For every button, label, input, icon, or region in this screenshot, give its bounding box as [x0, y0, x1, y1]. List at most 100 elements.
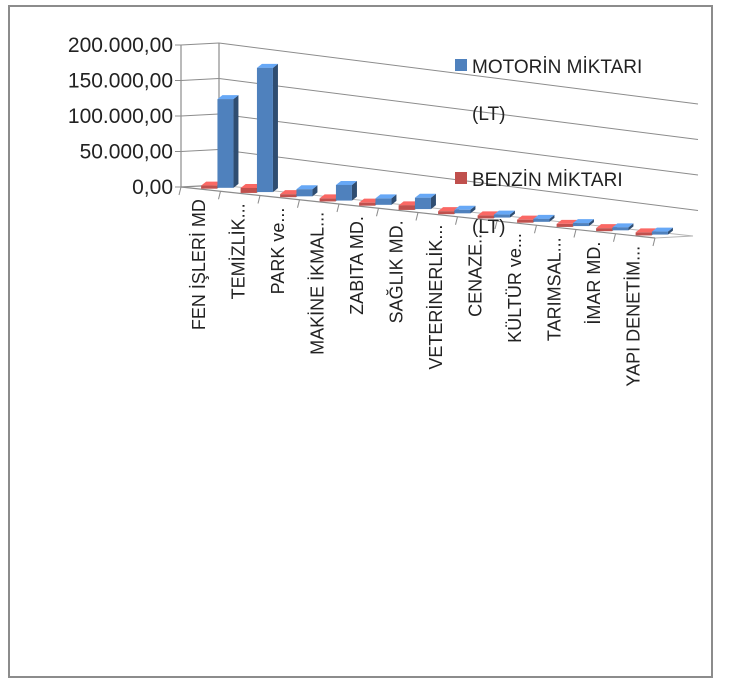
gridline-side — [180, 42, 220, 46]
gridline — [218, 78, 699, 140]
x-tick-mark — [613, 233, 616, 242]
x-tick-label: KÜLTÜR ve... — [505, 233, 525, 343]
legend-swatch — [455, 59, 467, 71]
x-tick-label: TARIMSAL... — [544, 237, 564, 341]
bar-series-2-top — [596, 224, 618, 229]
bar-series-1-top — [256, 63, 278, 68]
bar-series-2-top — [517, 215, 539, 220]
legend-label: MOTORİN MİKTARI — [472, 57, 642, 78]
bar-series-2 — [359, 202, 376, 206]
legend-label: BENZİN MİKTARI — [472, 170, 623, 191]
bar-series-2 — [438, 211, 455, 215]
x-tick-mark — [573, 229, 577, 238]
floor-right-edge — [654, 235, 694, 239]
bar-series-2-top — [635, 228, 657, 233]
bar-series-2 — [556, 223, 573, 227]
bar-series-1-top — [296, 185, 318, 190]
x-tick-mark — [297, 199, 300, 208]
bar-series-1 — [375, 198, 392, 205]
bar-series-1 — [256, 67, 273, 193]
gridline-side — [180, 113, 220, 117]
gridline-side — [180, 149, 220, 152]
bar-series-2-top — [319, 194, 341, 199]
bar-series-2 — [201, 185, 218, 189]
x-tick-label: PARK ve... — [268, 208, 288, 295]
bar-series-1-side — [312, 185, 318, 197]
bar-series-1-top — [335, 180, 357, 185]
bar-series-2 — [398, 205, 415, 210]
bar-series-1-side — [549, 214, 555, 222]
x-tick-label: VETERİNERLİK... — [426, 225, 446, 370]
x-tick-mark — [415, 212, 419, 221]
bar-series-1-top — [572, 219, 594, 224]
bar-series-2-top — [280, 190, 302, 195]
bar-series-2-top — [398, 201, 420, 206]
x-tick-mark — [376, 208, 379, 217]
x-tick-mark — [257, 195, 261, 204]
y-tick-label: 50.000,00 — [80, 141, 173, 164]
bar-series-1-side — [509, 210, 515, 218]
bar-series-1-top — [612, 223, 634, 228]
bar-series-1 — [335, 184, 352, 201]
bar-series-1 — [493, 214, 510, 218]
bar-series-1 — [651, 231, 668, 235]
x-tick-label: TEMİZLİK... — [228, 203, 248, 299]
legend-label: (LT) — [472, 217, 505, 238]
bar-series-2-top — [556, 219, 578, 224]
bar-series-2 — [635, 232, 652, 236]
bar-series-2 — [319, 198, 336, 202]
x-tick-label: CENAZE... — [465, 229, 485, 317]
x-tick-mark — [494, 220, 498, 230]
x-tick-label: FEN İŞLERİ MD — [189, 199, 209, 330]
bar-series-1 — [217, 99, 234, 188]
gridline — [218, 113, 699, 176]
bar-series-2 — [280, 194, 297, 198]
bar-series-2-top — [359, 198, 381, 203]
x-tick-label: YAPI DENETİM... — [623, 246, 643, 387]
bar-series-1-top — [454, 205, 476, 210]
bar-series-1-side — [272, 63, 278, 193]
bar-series-2 — [596, 228, 613, 232]
y-tick-label: 150.000,00 — [68, 70, 173, 93]
bar-series-1-top — [533, 214, 555, 219]
x-tick-label: MAKİNE İKMAL... — [307, 212, 327, 355]
bar-series-2-top — [240, 183, 262, 188]
bar-series-1-side — [391, 194, 397, 205]
bar-series-1-side — [628, 223, 634, 231]
x-tick-label: İMAR MD. — [584, 242, 604, 325]
bar-series-2-top — [477, 211, 499, 216]
chart-frame — [8, 5, 713, 678]
bar-series-2 — [477, 215, 494, 219]
x-tick-label: ZABITA MD. — [347, 216, 367, 315]
x-tick-mark — [218, 191, 221, 200]
y-tick-label: 0,00 — [132, 176, 173, 199]
bar-series-1-top — [414, 193, 436, 198]
x-tick-mark — [336, 203, 340, 213]
y-tick-label: 100.000,00 — [68, 105, 173, 128]
gridline — [218, 42, 699, 105]
bar-series-1 — [612, 227, 629, 231]
bar-series-1 — [572, 223, 589, 227]
bar-series-1 — [533, 218, 550, 222]
bar-series-1-top — [375, 194, 397, 199]
bar-series-1-side — [430, 193, 436, 210]
x-tick-mark — [455, 216, 458, 225]
bar-series-1-top — [493, 210, 515, 215]
bar-series-1 — [296, 189, 313, 197]
legend-label: (LT) — [472, 104, 505, 125]
bar-series-2 — [240, 187, 257, 193]
gridline-side — [180, 78, 220, 81]
x-tick-mark — [534, 225, 537, 234]
bar-series-1-side — [351, 180, 357, 201]
bar-series-1 — [454, 209, 471, 214]
y-tick-label: 200.000,00 — [68, 34, 173, 57]
bar-series-1-side — [667, 227, 673, 235]
bar-series-1-side — [470, 205, 476, 214]
bar-series-1-side — [233, 95, 239, 188]
bar-series-1-top — [651, 227, 673, 232]
x-tick-mark — [178, 186, 182, 196]
x-tick-mark — [652, 237, 656, 247]
x-tick-label: SAĞLIK MD. — [385, 220, 406, 323]
bar-series-1 — [414, 197, 431, 210]
